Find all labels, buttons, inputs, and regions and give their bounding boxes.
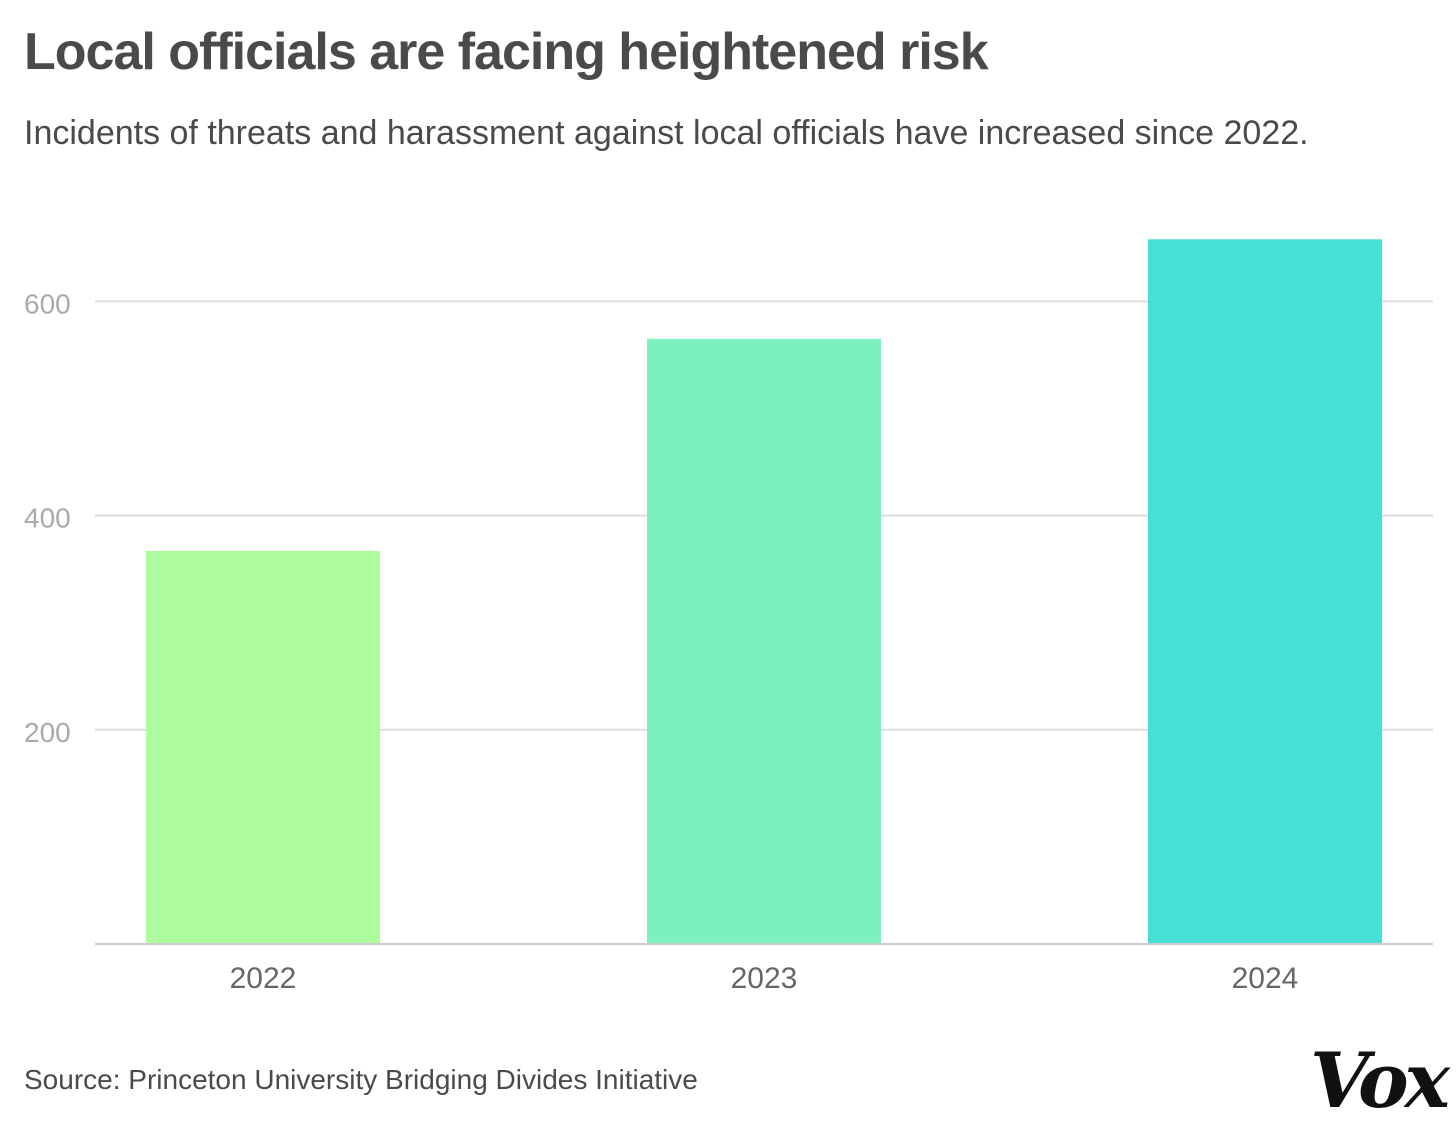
bar-2023 xyxy=(647,338,881,944)
x-tick-label-2023: 2023 xyxy=(731,962,798,995)
vox-logo: Vox xyxy=(1310,1036,1450,1125)
y-tick-label-400: 400 xyxy=(24,503,71,534)
bar-2024 xyxy=(1148,239,1382,945)
chart-subtitle: Incidents of threats and harassment agai… xyxy=(24,114,1309,152)
bar-2022 xyxy=(146,550,380,944)
y-tick-label-600: 600 xyxy=(24,288,71,319)
source-note: Source: Princeton University Bridging Di… xyxy=(24,1064,698,1095)
chart-title: Local officials are facing heightened ri… xyxy=(24,23,989,81)
x-tick-label-2022: 2022 xyxy=(230,962,297,995)
y-tick-label-200: 200 xyxy=(24,717,71,748)
x-tick-label-2024: 2024 xyxy=(1232,962,1299,995)
